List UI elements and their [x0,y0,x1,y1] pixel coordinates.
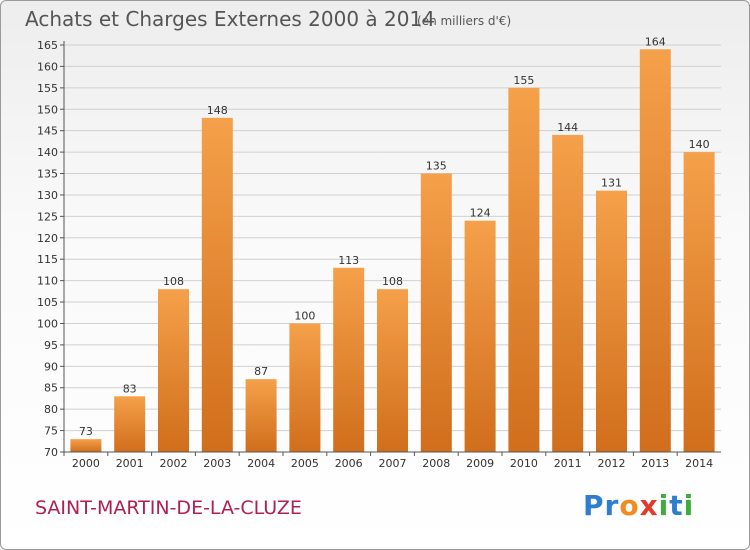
y-tick-label: 115 [37,253,58,266]
value-label-2014: 140 [689,138,710,151]
value-label-2001: 83 [123,382,137,395]
bar-2000 [70,439,102,452]
y-tick-label: 135 [37,168,58,181]
bar-2001 [114,396,146,452]
y-tick-label: 85 [44,382,58,395]
y-tick-label: 80 [44,403,58,416]
y-tick-label: 130 [37,189,58,202]
value-labels: 73 83 108 148 87 100 113 108 135 124 155 144 131 164 1… [79,35,710,438]
y-tick-label: 75 [44,425,58,438]
y-tick-label: 70 [44,446,58,459]
value-label-2012: 131 [601,177,622,190]
bar-2002 [158,289,189,452]
chart-unit: (en milliers d'€) [417,14,512,28]
x-tick-label-2001: 2001 [116,457,144,470]
value-label-2006: 113 [338,254,359,267]
value-label-2010: 155 [513,74,534,87]
x-tick-label-2005: 2005 [291,457,319,470]
y-tick-label: 125 [37,210,58,223]
proxiti-logo: Proxiti [583,489,695,522]
y-tick-label: 150 [37,103,58,116]
commune-name: SAINT-MARTIN-DE-LA-CLUZE [35,497,302,519]
x-tick-label-2003: 2003 [203,457,231,470]
value-label-2013: 164 [645,35,666,48]
y-tick-label: 145 [37,125,58,138]
y-tick-label: 120 [37,232,58,245]
y-tick-label: 165 [37,39,58,52]
chart-title: Achats et Charges Externes 2000 à 2014 [25,7,435,31]
bar-2014 [683,152,715,452]
y-tick-label: 90 [44,360,58,373]
x-axis-ticks: 2000 2001 2002 2003 2004 2005 2006 2007 2008 2009… [63,452,713,470]
bar-2010 [508,87,540,452]
bar-2012 [596,190,627,453]
x-tick-label-2006: 2006 [335,457,363,470]
bar-2005 [289,323,321,452]
value-label-2011: 144 [557,121,578,134]
bar-2009 [464,220,496,452]
value-label-2005: 100 [294,309,315,322]
y-tick-label: 100 [37,317,58,330]
x-tick-label-2000: 2000 [72,457,100,470]
y-tick-label: 105 [37,296,58,309]
x-tick-label-2011: 2011 [554,457,582,470]
x-tick-label-2014: 2014 [685,457,713,470]
y-axis-ticks: 70 75 80 85 90 95 100 105 110 115 120 125 130 135 140 1… [37,39,64,459]
bar-2004 [245,379,277,452]
x-tick-label-2009: 2009 [466,457,494,470]
x-tick-label-2012: 2012 [598,457,626,470]
bar-2011 [552,134,584,452]
bar-2008 [420,173,452,453]
bar-2006 [333,267,365,452]
value-label-2003: 148 [207,104,228,117]
x-tick-label-2010: 2010 [510,457,538,470]
x-tick-label-2008: 2008 [422,457,450,470]
value-label-2009: 124 [470,207,491,220]
value-label-2008: 135 [426,160,447,173]
y-tick-label: 110 [37,275,58,288]
y-tick-label: 155 [37,82,58,95]
value-label-2004: 87 [254,365,268,378]
x-tick-label-2004: 2004 [247,457,275,470]
value-label-2002: 108 [163,275,184,288]
x-tick-label-2013: 2013 [641,457,669,470]
y-tick-label: 160 [37,60,58,73]
bar-2003 [201,117,233,453]
bar-2013 [639,49,671,452]
bar-2007 [377,289,408,452]
bars [70,49,715,453]
y-tick-label: 95 [44,339,58,352]
value-label-2007: 108 [382,275,403,288]
x-tick-label-2002: 2002 [160,457,188,470]
value-label-2000: 73 [79,425,93,438]
y-tick-label: 140 [37,146,58,159]
x-tick-label-2007: 2007 [379,457,407,470]
